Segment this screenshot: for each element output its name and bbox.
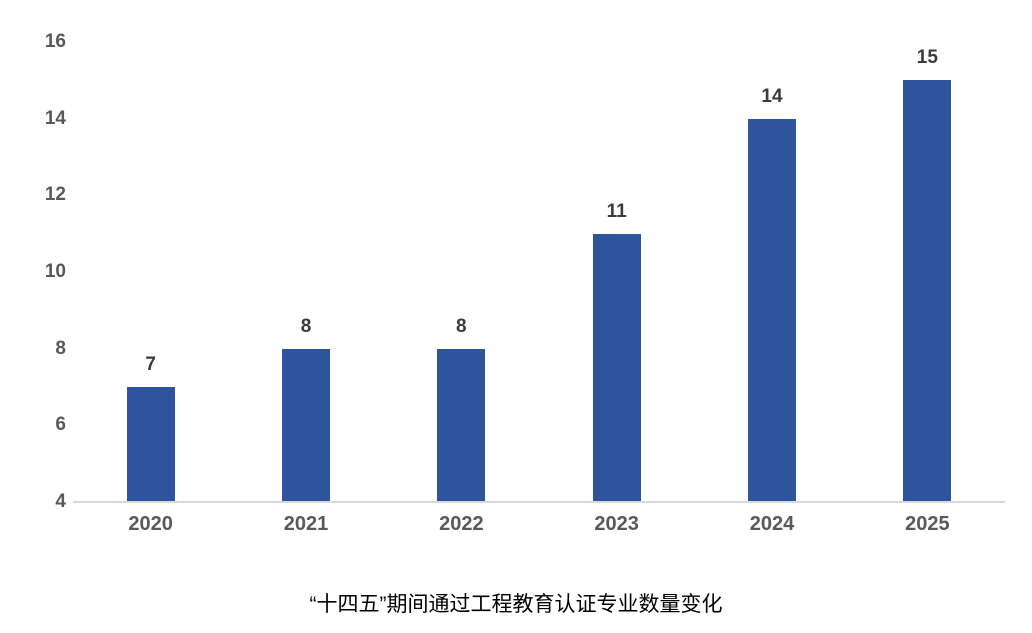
y-axis-tick-label: 14 (44, 107, 66, 129)
bar-2023 (592, 233, 641, 501)
x-axis-tick-label: 2020 (128, 513, 173, 535)
bar-2022 (437, 348, 486, 501)
x-axis-line (73, 501, 1005, 503)
x-axis-tick-label: 2022 (439, 513, 484, 535)
bar-value-label: 14 (761, 85, 783, 107)
bar-2020 (126, 387, 175, 501)
y-axis-tick-label: 6 (55, 414, 66, 436)
x-axis-tick-label: 2021 (283, 513, 329, 535)
bar-2025 (903, 80, 952, 501)
bar-value-label: 8 (456, 315, 467, 337)
x-axis-tick-label: 2023 (594, 513, 639, 535)
bar-2024 (748, 118, 796, 501)
chart-title: “十四五”期间通过工程教育认证专业数量变化 (309, 593, 723, 616)
y-axis-tick-label: 12 (44, 184, 66, 206)
bar-value-label: 7 (145, 354, 156, 375)
y-axis-tick-label: 16 (44, 31, 66, 52)
bar-value-label: 11 (606, 200, 627, 222)
bar-value-label: 15 (916, 47, 938, 69)
y-axis-tick-label: 10 (44, 261, 66, 282)
bar-2021 (282, 348, 330, 501)
y-axis-tick-label: 4 (55, 491, 66, 512)
x-axis-tick-label: 2024 (749, 513, 795, 535)
y-axis-tick-label: 8 (55, 337, 66, 359)
bar-value-label: 8 (300, 315, 312, 337)
x-axis-tick-label: 2025 (905, 513, 950, 535)
